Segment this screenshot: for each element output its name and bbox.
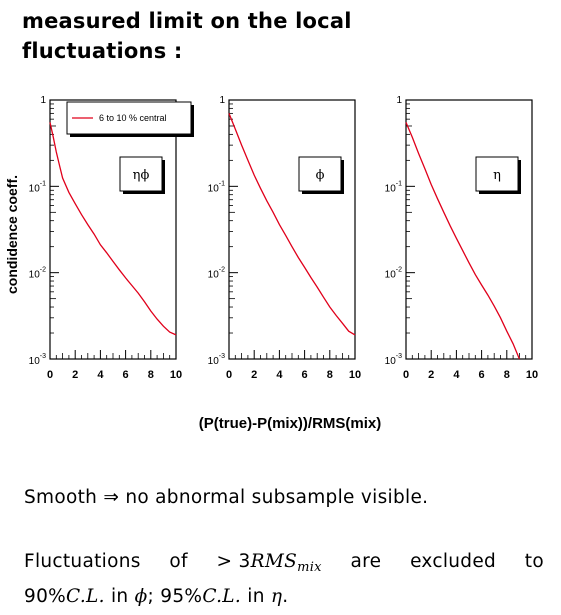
y-tick-exponent: -1 [219,180,225,187]
x-tick-label: 4 [97,369,104,381]
y-tick-exponent: -2 [219,267,225,274]
y-tick-label: 10-2 [29,267,46,281]
x-tick-label: 8 [148,369,154,381]
legend-label: 6 to 10 % central [99,113,167,123]
phi-symbol: ϕ [134,586,148,607]
panel-2: 110-110-210-30 2 4 6 8 10ϕ [208,95,361,381]
series-line-3 [405,122,521,360]
conclusion-line: Smooth ⇒ no abnormal subsample visible. [24,487,429,508]
panel-label-box [298,156,342,192]
y-tick-exponent: -1 [396,180,402,187]
rms-factor: 3 [238,551,251,572]
panel-frame [228,99,356,360]
y-tick-label: 1 [219,95,225,106]
y-tick-base: 10 [29,270,41,281]
y-tick-base: 1 [219,95,225,106]
y-tick-label: 1 [40,95,46,106]
panel-label-box [475,156,519,192]
panel-label-box [119,156,163,192]
y-tick-label: 1 [396,95,402,106]
page-heading: measured limit on the local fluctuations… [22,6,542,66]
y-tick-exponent: -2 [40,267,46,274]
word-excluded: excluded [410,551,497,572]
panel-3: 110-110-210-30 2 4 6 8 10η [385,95,538,381]
x-tick-label: 0 [47,369,53,381]
y-tick-base: 10 [29,183,41,194]
cl-symbol-2: C.L. [202,586,242,607]
panel-label: η [493,168,501,183]
y-tick-label: 10-1 [208,180,225,194]
y-tick-label: 10-1 [385,180,402,194]
y-tick-base: 10 [29,356,41,367]
panel-frame [405,99,533,360]
word-fluctuations: Fluctuations [24,551,141,572]
semicolon: ; [147,586,155,607]
word-of: of [169,551,188,572]
y-tick-base: 10 [385,270,397,281]
x-tick-label: 2 [72,369,78,381]
greater-than-symbol: > [216,551,233,572]
heading-line-2: fluctuations : [22,39,183,63]
rms-subscript: mix [297,560,322,575]
x-tick-label: 8 [327,369,333,381]
word-in-2: in [247,586,265,607]
x-tick-label: 8 [504,369,510,381]
y-tick-label: 10-3 [208,353,225,367]
y-tick-base: 10 [208,356,220,367]
y-tick-label: 10-3 [29,353,46,367]
rms-expression: > 3RMSmix [217,547,322,582]
panel-label: ηϕ [133,168,150,183]
y-tick-base: 10 [385,356,397,367]
x-tick-label: 6 [123,369,129,381]
y-tick-label: 10-1 [29,180,46,194]
cl-symbol-1: C.L. [66,586,105,607]
rms-symbol: RMS [250,551,298,572]
y-tick-label: 10-2 [208,267,225,281]
y-tick-base: 10 [385,183,397,194]
legend: 6 to 10 % central [66,101,194,137]
series-line-1 [49,122,177,336]
y-tick-exponent: -3 [219,353,225,360]
y-tick-exponent: -3 [40,353,46,360]
x-axis-title: (P(true)-P(mix))/RMS(mix) [199,415,382,432]
panel-frame [49,99,177,360]
word-are: are [350,551,382,572]
x-tick-label: 6 [479,369,485,381]
y-tick-base: 10 [208,183,220,194]
exclusion-statement: Fluctuations of > 3RMSmix are excluded t… [24,547,554,611]
x-tick-label: 2 [428,369,434,381]
y-tick-exponent: -1 [40,180,46,187]
x-tick-label: 4 [276,369,283,381]
word-in-1: in [110,586,129,607]
x-tick-label: 10 [526,369,538,381]
eta-symbol: η [270,586,283,607]
x-tick-label: 4 [453,369,460,381]
x-tick-label: 0 [226,369,232,381]
panel-label: ϕ [316,168,325,183]
y-tick-exponent: -2 [396,267,402,274]
y-tick-label: 10-2 [385,267,402,281]
cl-value-eta: 95% [160,586,203,607]
word-to: to [524,551,544,572]
y-axis-title: condidence coeff. [4,175,20,294]
final-period: . [282,586,289,607]
x-tick-label: 0 [403,369,409,381]
x-tick-label: 10 [170,369,182,381]
x-tick-label: 2 [251,369,257,381]
series-line-2 [228,113,356,336]
x-tick-label: 10 [349,369,361,381]
y-tick-base: 10 [208,270,220,281]
y-tick-label: 10-3 [385,353,402,367]
exclusion-line-1: Fluctuations of > 3RMSmix are excluded t… [24,547,544,582]
y-tick-exponent: -3 [396,353,402,360]
heading-line-1: measured limit on the local [22,9,352,33]
cl-value-phi: 90% [24,586,67,607]
y-tick-base: 1 [396,95,402,106]
exclusion-line-2: 90%C.L. in ϕ; 95%C.L. in η. [24,582,554,611]
y-tick-base: 1 [40,95,46,106]
x-tick-label: 6 [302,369,308,381]
